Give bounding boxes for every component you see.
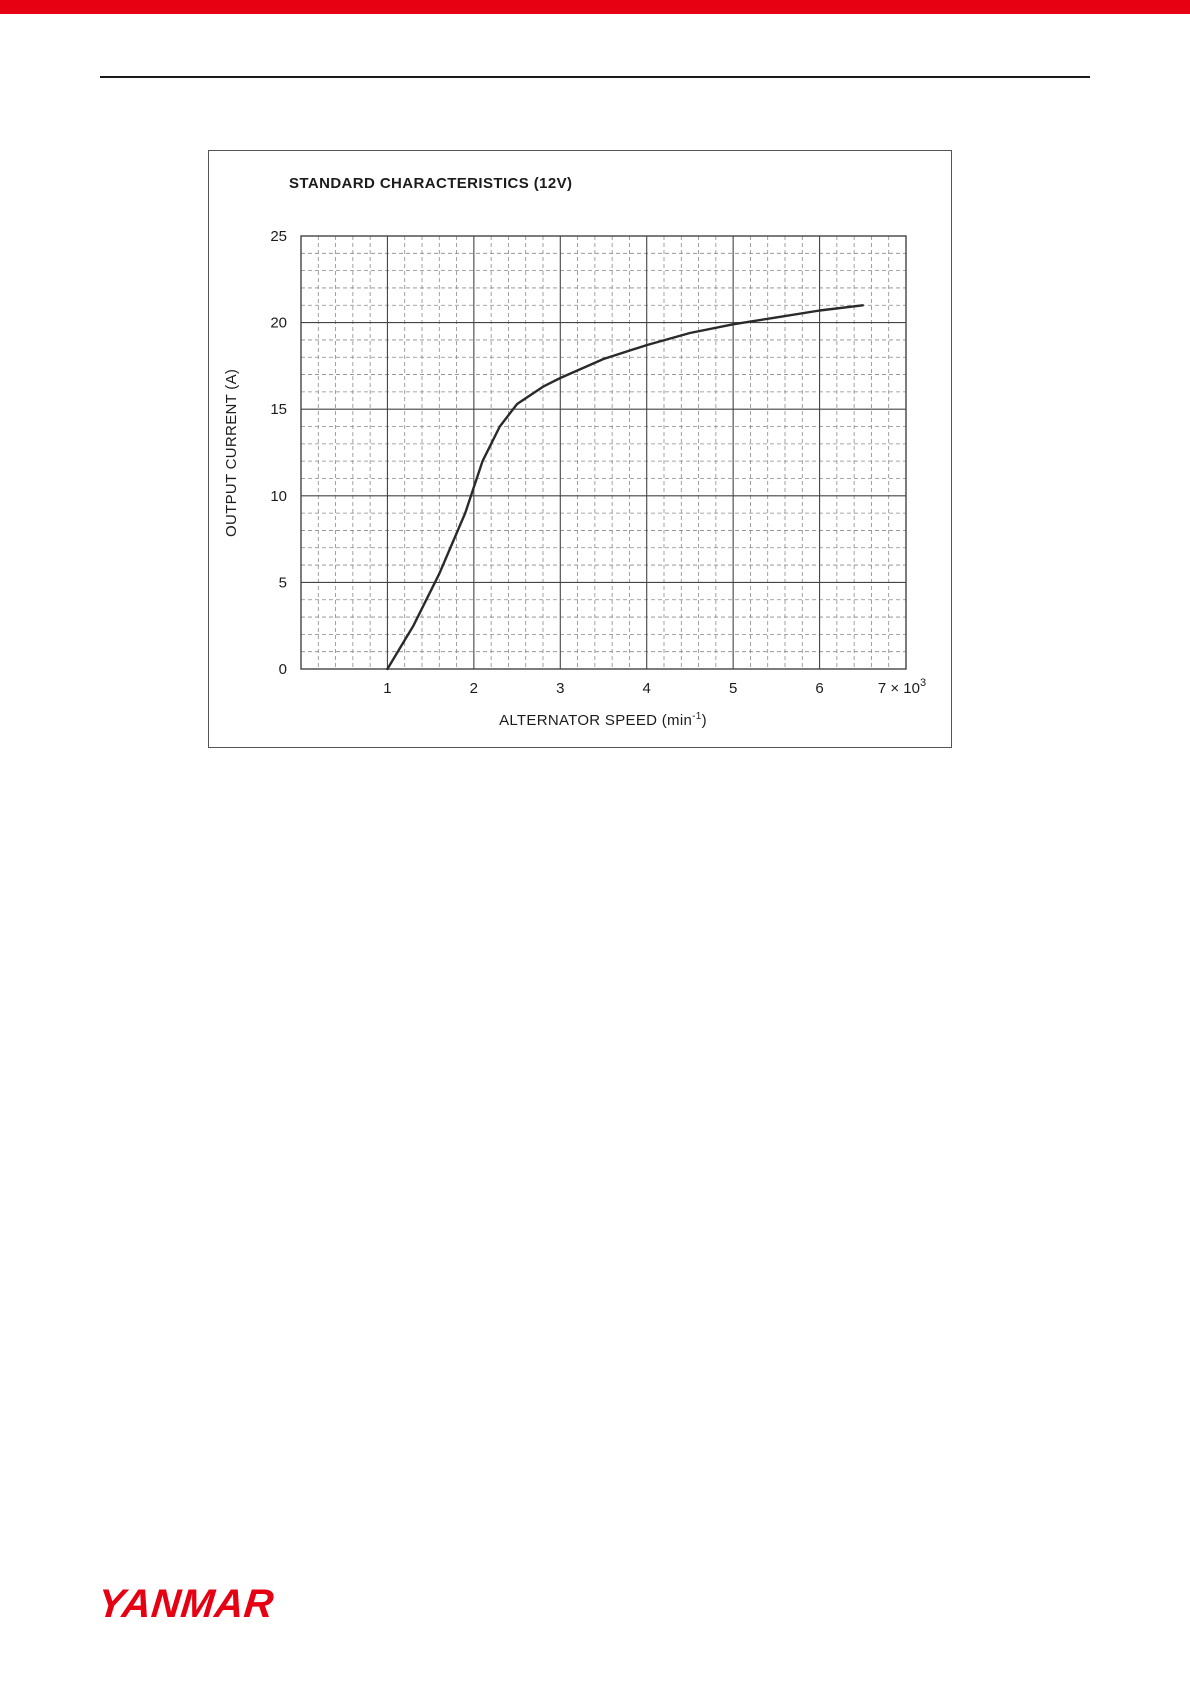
svg-text:4: 4 — [643, 680, 651, 697]
x-axis-label-close: ) — [701, 712, 707, 729]
top-red-bar — [0, 0, 1190, 14]
svg-text:5: 5 — [279, 574, 287, 591]
svg-text:0: 0 — [279, 661, 287, 678]
svg-text:5: 5 — [729, 680, 737, 697]
svg-text:2: 2 — [470, 680, 478, 697]
svg-text:3: 3 — [556, 680, 564, 697]
yanmar-logo: YANMAR — [95, 1582, 276, 1626]
chart-panel: STANDARD CHARACTERISTICS (12V) OUTPUT CU… — [208, 150, 952, 748]
header-rule — [100, 76, 1090, 78]
svg-text:15: 15 — [270, 401, 287, 418]
svg-text:20: 20 — [270, 315, 287, 332]
x-axis-label-text: ALTERNATOR SPEED (min — [499, 712, 693, 729]
output-current-curve — [386, 304, 864, 671]
line-chart: 0 5 10 15 20 25 1 2 3 4 5 6 7 × 103 — [270, 228, 926, 697]
svg-text:1: 1 — [383, 680, 391, 697]
svg-text:7 × 103: 7 × 103 — [878, 677, 926, 697]
svg-text:10: 10 — [270, 488, 287, 505]
chart-title: STANDARD CHARACTERISTICS (12V) — [289, 175, 573, 192]
x-axis-label: ALTERNATOR SPEED (min-1) — [499, 711, 707, 729]
svg-text:25: 25 — [270, 228, 287, 245]
x-axis-label-exponent: -1 — [692, 711, 702, 722]
svg-text:6: 6 — [815, 680, 823, 697]
